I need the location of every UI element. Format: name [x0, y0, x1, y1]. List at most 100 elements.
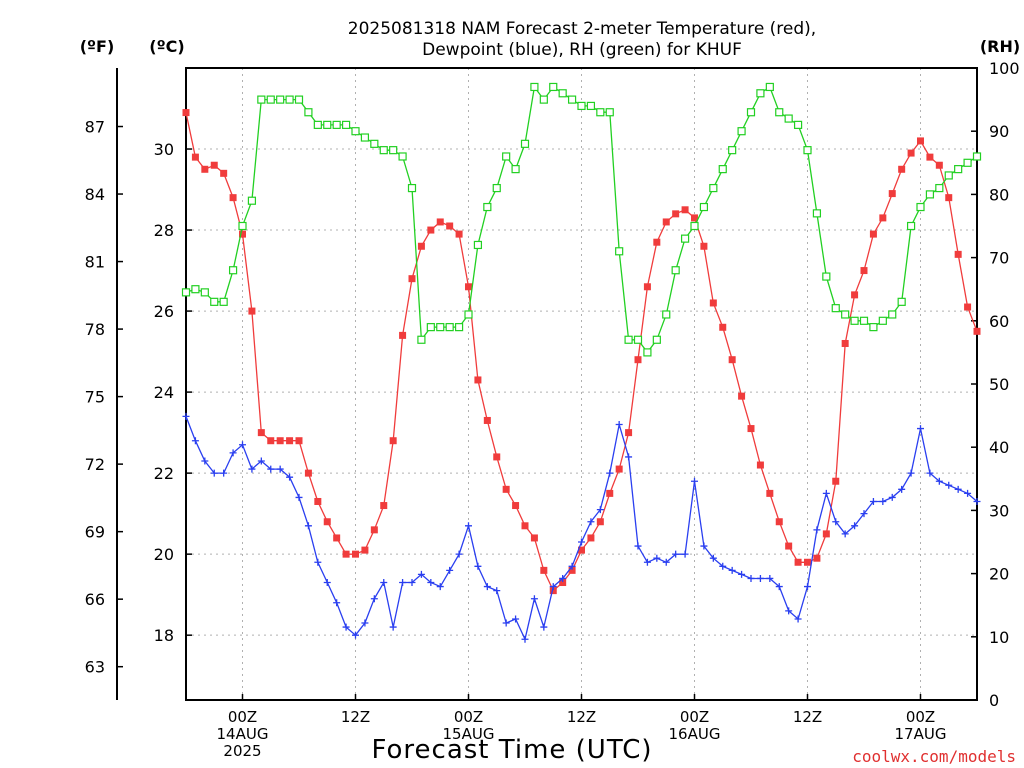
dewpoint-point [465, 522, 472, 530]
rh-point [181, 288, 191, 297]
chart-title-line-1: 2025081318 NAM Forecast 2-meter Temperat… [348, 19, 816, 39]
dewpoint-point [389, 623, 397, 631]
dewpoint-point [436, 583, 444, 591]
temperature-point [182, 109, 190, 117]
dewpoint-point [276, 465, 284, 473]
rh-point [577, 101, 586, 111]
dewpoint-point [304, 522, 312, 530]
x-tick-label: 14AUG [217, 725, 269, 743]
rh-unit-label: (RH) [980, 37, 1020, 56]
rh-point [643, 348, 652, 357]
dewpoint-point [314, 558, 322, 566]
grid [186, 68, 977, 700]
dewpoint-point [813, 526, 821, 534]
temperature-point [804, 558, 811, 566]
x-tick-label: 2025 [223, 742, 261, 760]
dewpoint-point [775, 583, 783, 591]
x-tick-label: 00Z [454, 708, 483, 726]
dewpoint-point [352, 631, 359, 639]
dewpoint-point [201, 457, 209, 465]
dewpoint-point [483, 583, 491, 591]
dewpoint-point [568, 562, 576, 570]
dewpoint-point [926, 469, 934, 477]
temperature-point [512, 502, 520, 510]
rh-point [784, 114, 793, 123]
x-tick-label: 16AUG [669, 725, 721, 743]
dewpoint-point [361, 619, 369, 627]
dewpoint-point [399, 579, 407, 587]
rh-point [615, 247, 624, 256]
temperature-point [323, 518, 331, 526]
rh-point [285, 95, 294, 104]
rh-point [633, 335, 643, 344]
dewpoint-point [493, 587, 501, 595]
rh-point [464, 310, 473, 319]
rh-point [963, 158, 972, 167]
rh-point [407, 183, 417, 193]
rh-point [878, 316, 887, 325]
x-tick-label: 12Z [567, 708, 596, 726]
temperature-point [945, 194, 953, 202]
temperature-point [578, 546, 585, 554]
celsius-tick-label: 24 [154, 383, 174, 402]
rh-point [520, 139, 530, 148]
temperature-point [493, 453, 501, 461]
celsius-tick-label: 22 [154, 464, 174, 483]
temperature-point [549, 587, 557, 595]
rh-point [690, 221, 699, 231]
rh-tick-label: 30 [989, 501, 1009, 520]
temperature-point [248, 307, 256, 315]
x-tick-label: 00Z [680, 708, 709, 726]
rh-tick-label: 0 [989, 691, 999, 710]
dewpoint-point [578, 538, 585, 546]
dewpoint-point [935, 477, 943, 485]
rh-point [341, 120, 351, 129]
rh-point [323, 120, 332, 129]
rh-point [549, 82, 558, 92]
temperature-point [832, 477, 840, 485]
dewpoint-point [220, 469, 228, 477]
rh-point [567, 95, 577, 104]
rh-point [191, 285, 200, 294]
rh-point [803, 146, 812, 155]
dewpoint-point [286, 473, 294, 481]
rh-point [502, 152, 511, 161]
dewpoint-point [380, 579, 388, 587]
temperature-point [286, 437, 294, 445]
rh-point [850, 316, 859, 325]
dewpoint-point [182, 412, 190, 420]
rh-point [897, 297, 906, 306]
temperature-point [304, 469, 312, 477]
temperature-point [417, 242, 425, 250]
rh-point [859, 316, 869, 325]
rh-point [831, 304, 840, 313]
temperature-point [775, 518, 783, 526]
rh-point [925, 190, 935, 199]
celsius-tick-label: 26 [154, 302, 174, 321]
rh-tick-label: 70 [989, 249, 1009, 268]
temperature-point [841, 339, 849, 347]
rh-point [266, 95, 275, 104]
temperature-point [691, 214, 698, 222]
dewpoint-point [427, 579, 435, 587]
rh-point [483, 202, 492, 212]
rh-point [558, 89, 567, 98]
temperature-point [766, 489, 774, 497]
dewpoint-point [973, 497, 981, 505]
fahrenheit-tick-label: 63 [85, 658, 105, 677]
rh-point [454, 323, 464, 332]
rh-point [426, 323, 435, 332]
credit-text: coolwx.com/models [852, 747, 1016, 766]
dewpoint-point [653, 554, 661, 562]
rh-tick-label: 40 [989, 438, 1009, 457]
rh-point [652, 335, 661, 344]
temperature-point [917, 137, 924, 145]
dewpoint-point [672, 550, 680, 558]
temperature-point [389, 437, 397, 445]
rh-point [586, 101, 596, 111]
rh-point [351, 127, 360, 136]
dewpoint-point [841, 530, 849, 538]
celsius-tick-label: 28 [154, 221, 174, 240]
rh-point [539, 95, 548, 104]
